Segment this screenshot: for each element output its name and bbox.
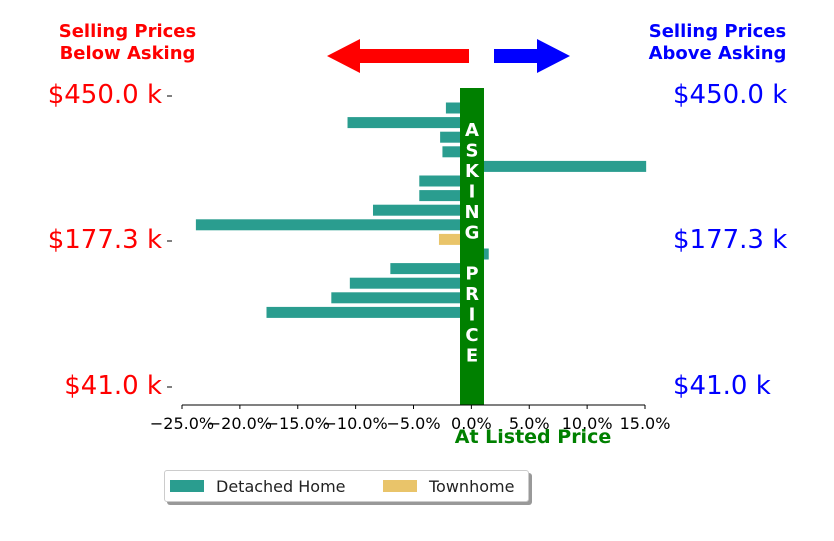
- legend-item-townhome: Townhome: [383, 477, 523, 497]
- x-tick-label: −10.0%: [324, 414, 388, 433]
- bar-detached-home: [349, 277, 472, 289]
- asking-price-band: [460, 88, 484, 405]
- bar-detached-home: [440, 131, 472, 143]
- above-asking-line2: Above Asking: [648, 43, 787, 64]
- above-asking-header: Selling Prices Above Asking: [630, 21, 805, 65]
- asking-price-letter: I: [469, 305, 476, 326]
- bar-detached-home: [372, 204, 472, 216]
- x-tick-label: −20.0%: [208, 414, 272, 433]
- asking-price-letter: S: [466, 141, 479, 162]
- asking-price-letter: E: [466, 346, 478, 367]
- bar-detached-home: [390, 263, 472, 275]
- legend-swatch-townhome: [383, 480, 417, 492]
- x-axis: −25.0%−20.0%−15.0%−10.0%−5.0% 0.0% 5.0% 10.…: [150, 404, 671, 433]
- bar-detached-home: [195, 219, 472, 231]
- x-tick-label: 0.0%: [451, 414, 492, 433]
- y-label-right-top: $450.0 k: [673, 80, 788, 110]
- y-label-left-middle: $177.3 k: [47, 225, 162, 255]
- x-tick-label: −15.0%: [266, 414, 330, 433]
- asking-price-letter: I: [469, 182, 476, 203]
- bar-townhome: [438, 233, 472, 245]
- asking-price-letter: P: [465, 264, 478, 285]
- bar-detached-home: [442, 146, 472, 158]
- bar-detached-home: [471, 160, 647, 172]
- y-label-left-top: $450.0 k: [47, 80, 162, 110]
- asking-price-letter: C: [465, 325, 478, 346]
- legend: Detached Home Townhome: [164, 470, 529, 502]
- legend-label-townhome: Townhome: [429, 477, 515, 496]
- asking-price-letter: R: [465, 284, 479, 305]
- legend-swatch-detached: [170, 480, 204, 492]
- bar-detached-home: [331, 292, 472, 304]
- x-tick-label: −5.0%: [386, 414, 440, 433]
- legend-label-detached: Detached Home: [216, 477, 346, 496]
- y-label-right-bottom: $41.0 k: [673, 371, 771, 401]
- below-asking-line2: Below Asking: [59, 43, 196, 64]
- asking-price-letter: G: [465, 223, 480, 244]
- bar-detached-home: [266, 306, 472, 318]
- left-arrow-icon: [327, 39, 469, 73]
- right-arrow-icon: [494, 39, 570, 73]
- bars-layer: [195, 102, 647, 318]
- above-asking-line1: Selling Prices: [648, 21, 787, 42]
- asking-price-letter: K: [465, 161, 480, 182]
- y-label-right-middle: $177.3 k: [673, 225, 788, 255]
- y-label-left-bottom: $41.0 k: [64, 371, 162, 401]
- asking-price-letter: A: [465, 120, 479, 141]
- asking-price-letter: N: [464, 202, 479, 223]
- x-axis-label: At Listed Price: [454, 426, 612, 448]
- below-asking-header: Selling Prices Below Asking: [40, 21, 215, 65]
- below-asking-line1: Selling Prices: [58, 21, 197, 42]
- y-ticks: [167, 95, 172, 388]
- bar-detached-home: [419, 190, 472, 202]
- x-tick-label: 10.0%: [562, 414, 613, 433]
- x-tick-label: 5.0%: [509, 414, 550, 433]
- bar-detached-home: [445, 102, 472, 114]
- x-tick-label: 15.0%: [620, 414, 671, 433]
- bar-detached-home: [419, 175, 472, 187]
- x-tick-label: −25.0%: [150, 414, 214, 433]
- legend-item-detached: Detached Home: [170, 477, 370, 497]
- bar-detached-home: [347, 117, 472, 129]
